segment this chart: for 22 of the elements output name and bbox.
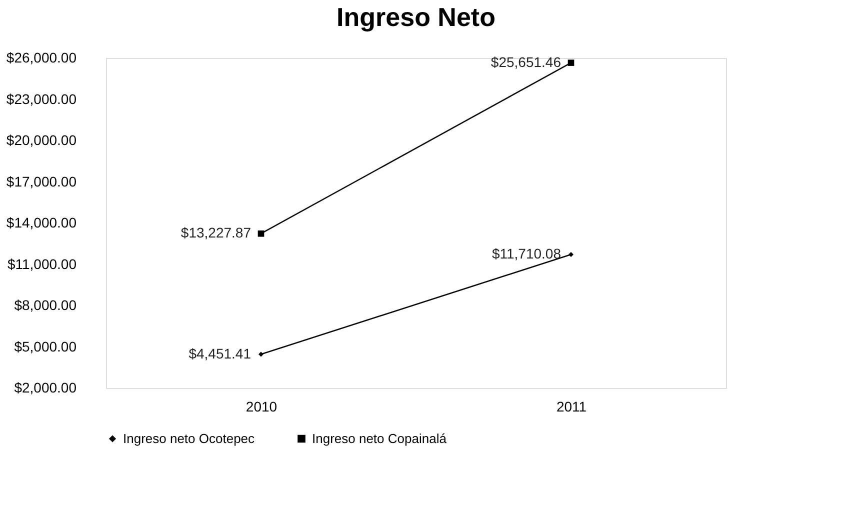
y-tick-label: $23,000.00: [6, 90, 77, 107]
y-tick-label: $8,000.00: [14, 297, 77, 313]
legend-label: Ingreso neto Ocotepec: [123, 430, 256, 446]
y-tick-label: $17,000.00: [6, 173, 77, 190]
legend-label: Ingreso neto Copainalá: [312, 430, 448, 446]
point: [258, 352, 264, 357]
y-tick-label: $2,000.00: [14, 380, 77, 396]
x-tick-label: 2011: [556, 398, 587, 414]
data-label: $25,651.46: [490, 54, 562, 70]
y-tick-label: $14,000.00: [6, 214, 77, 230]
point: [568, 252, 574, 257]
x-tick-label: 2010: [246, 398, 278, 414]
data-label: $4,451.41: [188, 345, 252, 362]
data-label: $13,227.87: [180, 224, 252, 241]
y-tick-label: $20,000.00: [6, 132, 77, 148]
chart-title: Ingreso Neto: [336, 2, 496, 32]
point: [568, 60, 574, 66]
data-label: $11,710.08: [492, 245, 562, 262]
point: [258, 230, 264, 237]
y-tick-label: $5,000.00: [14, 338, 77, 354]
y-tick-label: $11,000.00: [7, 256, 77, 272]
y-tick-label: $26,000.00: [6, 50, 77, 66]
